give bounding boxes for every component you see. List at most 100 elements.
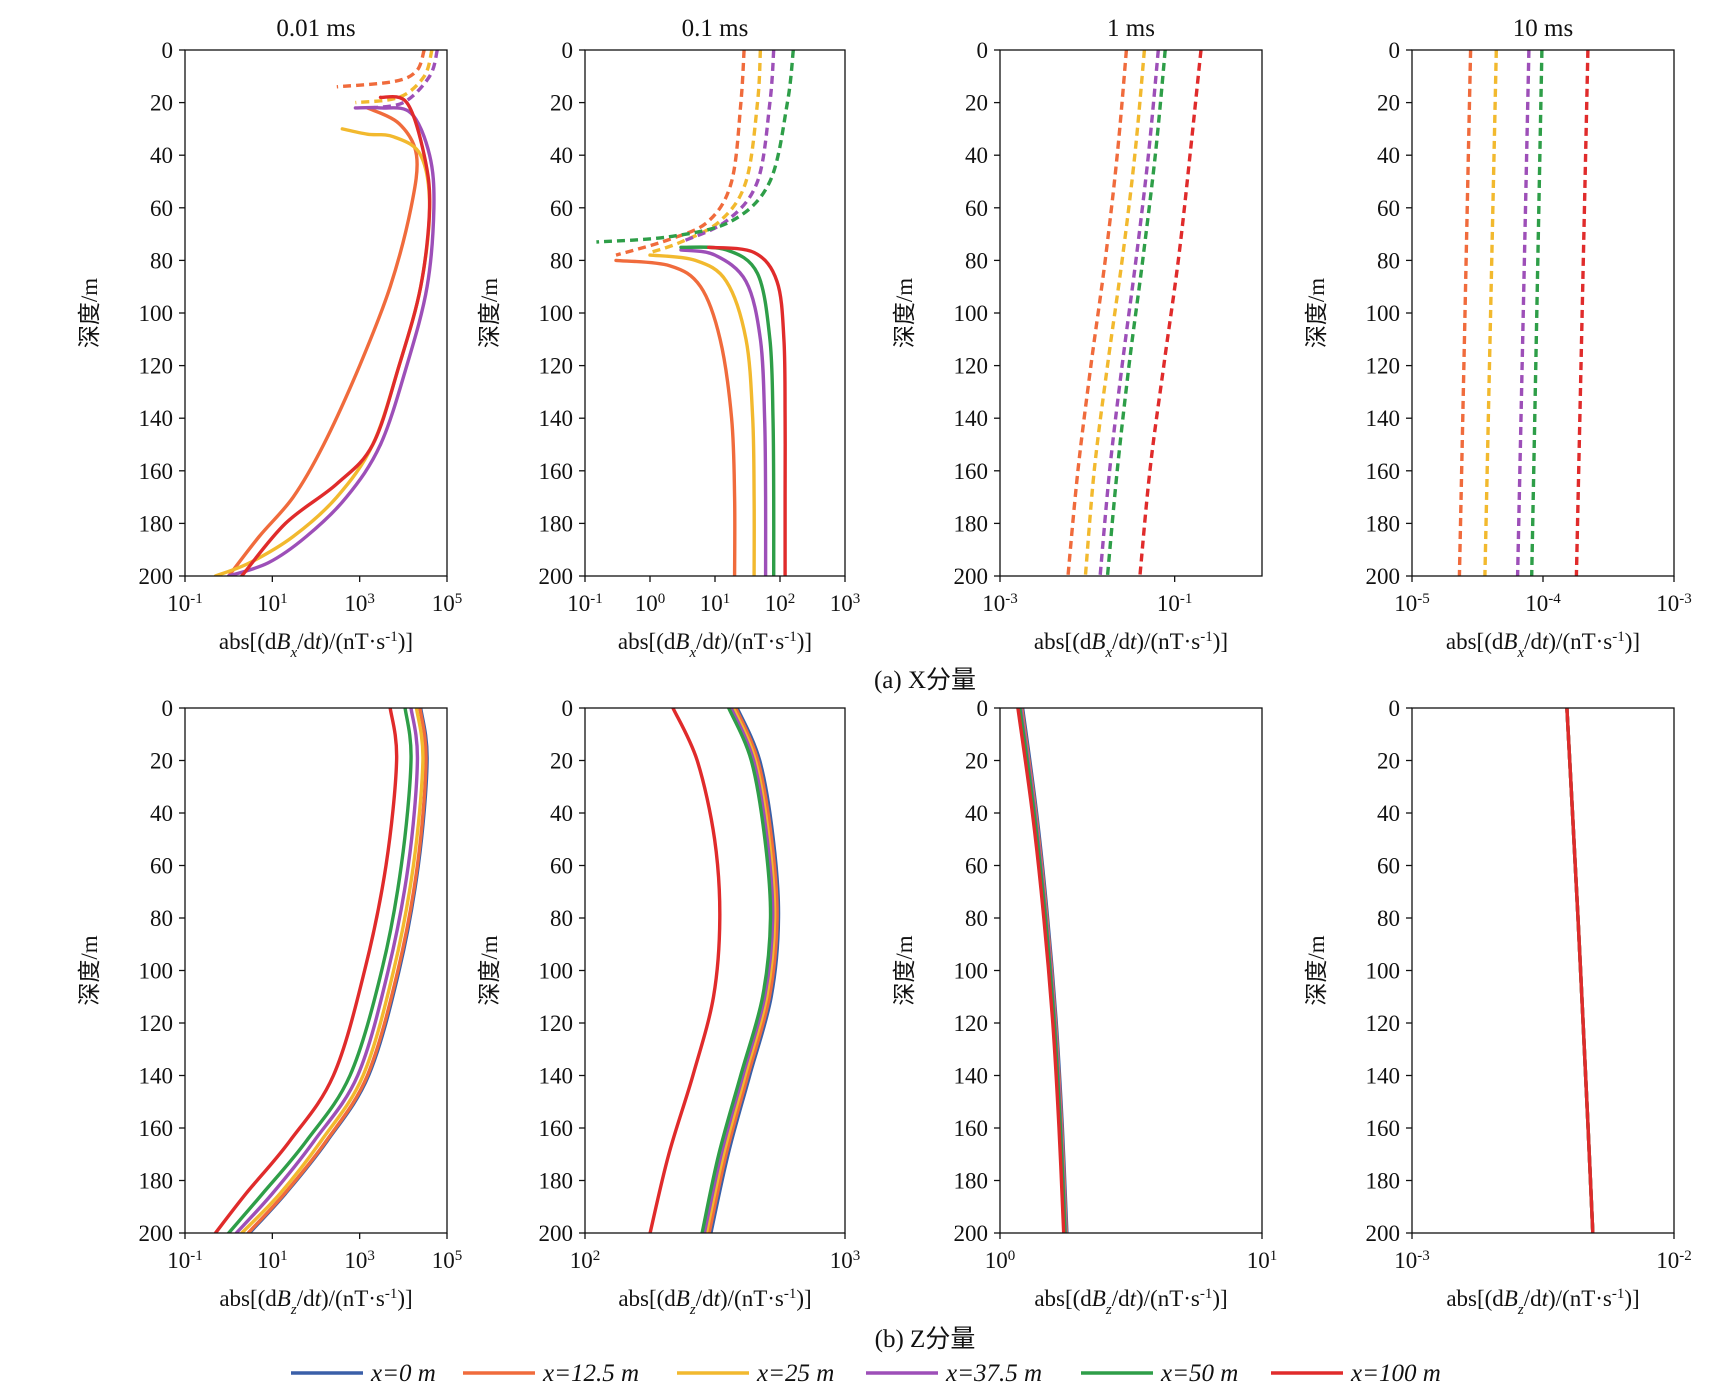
panel-title: 1 ms bbox=[1107, 15, 1155, 42]
y-tick-label: 60 bbox=[550, 196, 573, 221]
y-tick-label: 80 bbox=[965, 248, 988, 273]
y-tick-label: 200 bbox=[539, 564, 574, 589]
caption-b: (b) Z分量 bbox=[875, 1325, 976, 1353]
x-tick-label: 10-2 bbox=[1656, 1248, 1692, 1273]
y-tick-label: 100 bbox=[539, 301, 574, 326]
y-axis-label: 深度/m bbox=[77, 935, 102, 1005]
y-tick-label: 60 bbox=[1377, 196, 1400, 221]
y-tick-label: 160 bbox=[539, 1116, 574, 1141]
series-group bbox=[596, 50, 795, 576]
y-tick-label: 200 bbox=[539, 1221, 574, 1246]
caption-a: (a) X分量 bbox=[874, 666, 976, 694]
y-tick-label: 100 bbox=[1366, 301, 1401, 326]
x-axis-label: abs[(dBx/dt)/(nT·s-1)] bbox=[1034, 629, 1228, 661]
y-tick-label: 180 bbox=[139, 511, 174, 536]
x-tick-label: 101 bbox=[1247, 1248, 1278, 1273]
y-tick-label: 180 bbox=[954, 1169, 989, 1194]
y-tick-label: 140 bbox=[539, 406, 574, 431]
y-tick-label: 200 bbox=[1366, 1221, 1401, 1246]
x-tick-label: 103 bbox=[830, 591, 861, 616]
x-tick-label: 103 bbox=[830, 1248, 861, 1273]
legend-item: x=100 m bbox=[1271, 1360, 1441, 1387]
x-tick-label: 102 bbox=[570, 1248, 601, 1273]
y-tick-label: 80 bbox=[550, 248, 573, 273]
y-tick-label: 120 bbox=[1366, 1011, 1401, 1036]
series-line bbox=[1457, 50, 1473, 576]
x-axis-label: abs[(dBz/dt)/(nT·s-1)] bbox=[1034, 1286, 1227, 1318]
axes-frame bbox=[1411, 49, 1675, 577]
x-tick-label: 10-3 bbox=[1656, 591, 1692, 616]
y-tick-label: 40 bbox=[150, 143, 173, 168]
y-tick-label: 180 bbox=[954, 511, 989, 536]
y-tick-label: 120 bbox=[954, 354, 989, 379]
series-line bbox=[1105, 50, 1167, 576]
series-line bbox=[227, 708, 413, 1233]
x-axis-label: abs[(dBx/dt)/(nT·s-1)] bbox=[219, 629, 413, 661]
axes-frame bbox=[584, 707, 846, 1234]
y-tick-label: 20 bbox=[550, 749, 573, 774]
x-tick-label: 101 bbox=[700, 591, 731, 616]
x-tick-label: 102 bbox=[765, 591, 796, 616]
y-axis-label: 深度/m bbox=[1304, 935, 1329, 1005]
axes-frame bbox=[999, 49, 1263, 577]
x-tick-label: 10-1 bbox=[167, 1248, 203, 1273]
y-tick-label: 20 bbox=[550, 91, 573, 116]
series-group bbox=[213, 50, 439, 576]
series-group bbox=[1457, 50, 1590, 576]
y-tick-label: 0 bbox=[162, 38, 174, 63]
axes-frame bbox=[1411, 707, 1675, 1234]
y-tick-label: 140 bbox=[539, 1064, 574, 1089]
y-tick-label: 20 bbox=[150, 91, 173, 116]
x-axis-label: abs[(dBz/dt)/(nT·s-1)] bbox=[219, 1286, 412, 1318]
x-tick-label: 10-4 bbox=[1525, 591, 1561, 616]
x-tick-label: 105 bbox=[432, 1248, 463, 1273]
y-axis-label: 深度/m bbox=[1304, 278, 1329, 348]
legend: x=0 m x=12.5 m x=25 m x=37.5 m x=50 m x=100 m bbox=[291, 1360, 1441, 1387]
legend-item: x=37.5 m bbox=[866, 1360, 1042, 1387]
y-tick-label: 180 bbox=[139, 1169, 174, 1194]
series-line bbox=[679, 245, 776, 576]
y-tick-label: 20 bbox=[1377, 749, 1400, 774]
y-tick-label: 60 bbox=[550, 854, 573, 879]
series-line bbox=[1138, 50, 1203, 576]
x-axis-label: abs[(dBz/dt)/(nT·s-1)] bbox=[1446, 1286, 1639, 1318]
y-axis-label: 深度/m bbox=[477, 935, 502, 1005]
y-tick-label: 140 bbox=[1366, 406, 1401, 431]
y-tick-label: 160 bbox=[539, 459, 574, 484]
x-tick-label: 103 bbox=[344, 1248, 375, 1273]
series-line bbox=[1565, 708, 1595, 1233]
y-tick-label: 100 bbox=[139, 301, 174, 326]
y-tick-label: 160 bbox=[954, 1116, 989, 1141]
y-tick-label: 100 bbox=[539, 959, 574, 984]
series-line bbox=[1483, 50, 1498, 576]
series-line bbox=[648, 253, 756, 576]
legend-label: x=12.5 m bbox=[542, 1360, 639, 1387]
series-line bbox=[707, 245, 787, 576]
series-line bbox=[596, 50, 795, 244]
y-tick-label: 0 bbox=[562, 696, 574, 721]
legend-item: x=25 m bbox=[677, 1360, 834, 1387]
x-tick-label: 101 bbox=[257, 1248, 288, 1273]
series-line bbox=[213, 127, 432, 576]
series-group bbox=[1565, 708, 1595, 1233]
x-tick-label: 10-1 bbox=[167, 591, 203, 616]
series-line bbox=[707, 708, 779, 1233]
series-line bbox=[700, 708, 773, 1233]
y-tick-label: 200 bbox=[954, 564, 989, 589]
legend-item: x=12.5 m bbox=[463, 1360, 639, 1387]
y-tick-label: 160 bbox=[139, 459, 174, 484]
y-tick-label: 120 bbox=[139, 1011, 174, 1036]
x-axis-label: abs[(dBz/dt)/(nT·s-1)] bbox=[618, 1286, 811, 1318]
x-tick-label: 105 bbox=[432, 591, 463, 616]
y-tick-label: 200 bbox=[139, 564, 174, 589]
panel-title: 10 ms bbox=[1513, 15, 1573, 42]
series-line bbox=[1016, 708, 1066, 1233]
series-line bbox=[1018, 708, 1067, 1233]
series-line bbox=[1574, 50, 1590, 576]
y-tick-label: 200 bbox=[1366, 564, 1401, 589]
y-tick-label: 40 bbox=[550, 143, 573, 168]
